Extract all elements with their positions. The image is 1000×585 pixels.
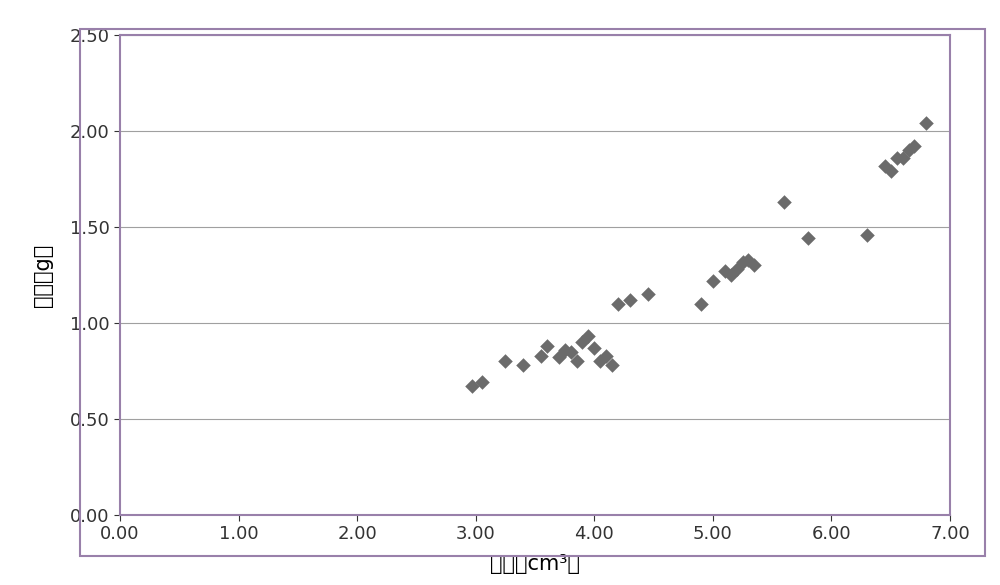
Point (734, 257, 750, 266)
Point (563, 347, 579, 356)
Point (918, 119, 934, 128)
Point (877, 161, 893, 170)
Point (586, 343, 602, 353)
Point (551, 353, 567, 362)
Point (604, 360, 620, 370)
Point (776, 197, 792, 207)
Point (474, 378, 490, 387)
Point (717, 266, 733, 276)
Point (729, 264, 745, 274)
Point (800, 234, 816, 243)
Point (705, 276, 721, 285)
Point (515, 360, 531, 370)
Point (746, 261, 762, 270)
Point (740, 255, 756, 264)
Point (533, 351, 549, 360)
Point (906, 142, 922, 151)
Point (640, 290, 656, 299)
Point (610, 299, 626, 308)
Point (693, 299, 709, 308)
Point (574, 338, 590, 347)
Point (895, 153, 911, 163)
Point (598, 351, 614, 360)
Point (568, 357, 584, 366)
Point (889, 153, 905, 163)
Point (900, 146, 916, 155)
Y-axis label: 质量（g）: 质量（g） (33, 243, 53, 307)
Point (592, 357, 608, 366)
Point (557, 345, 573, 355)
Point (622, 295, 638, 305)
Point (859, 230, 875, 239)
Point (539, 341, 555, 350)
Point (580, 332, 596, 341)
Point (464, 381, 480, 391)
Point (883, 167, 899, 176)
Point (723, 270, 739, 280)
Point (497, 357, 513, 366)
X-axis label: 体积（cm³）: 体积（cm³） (490, 555, 580, 574)
